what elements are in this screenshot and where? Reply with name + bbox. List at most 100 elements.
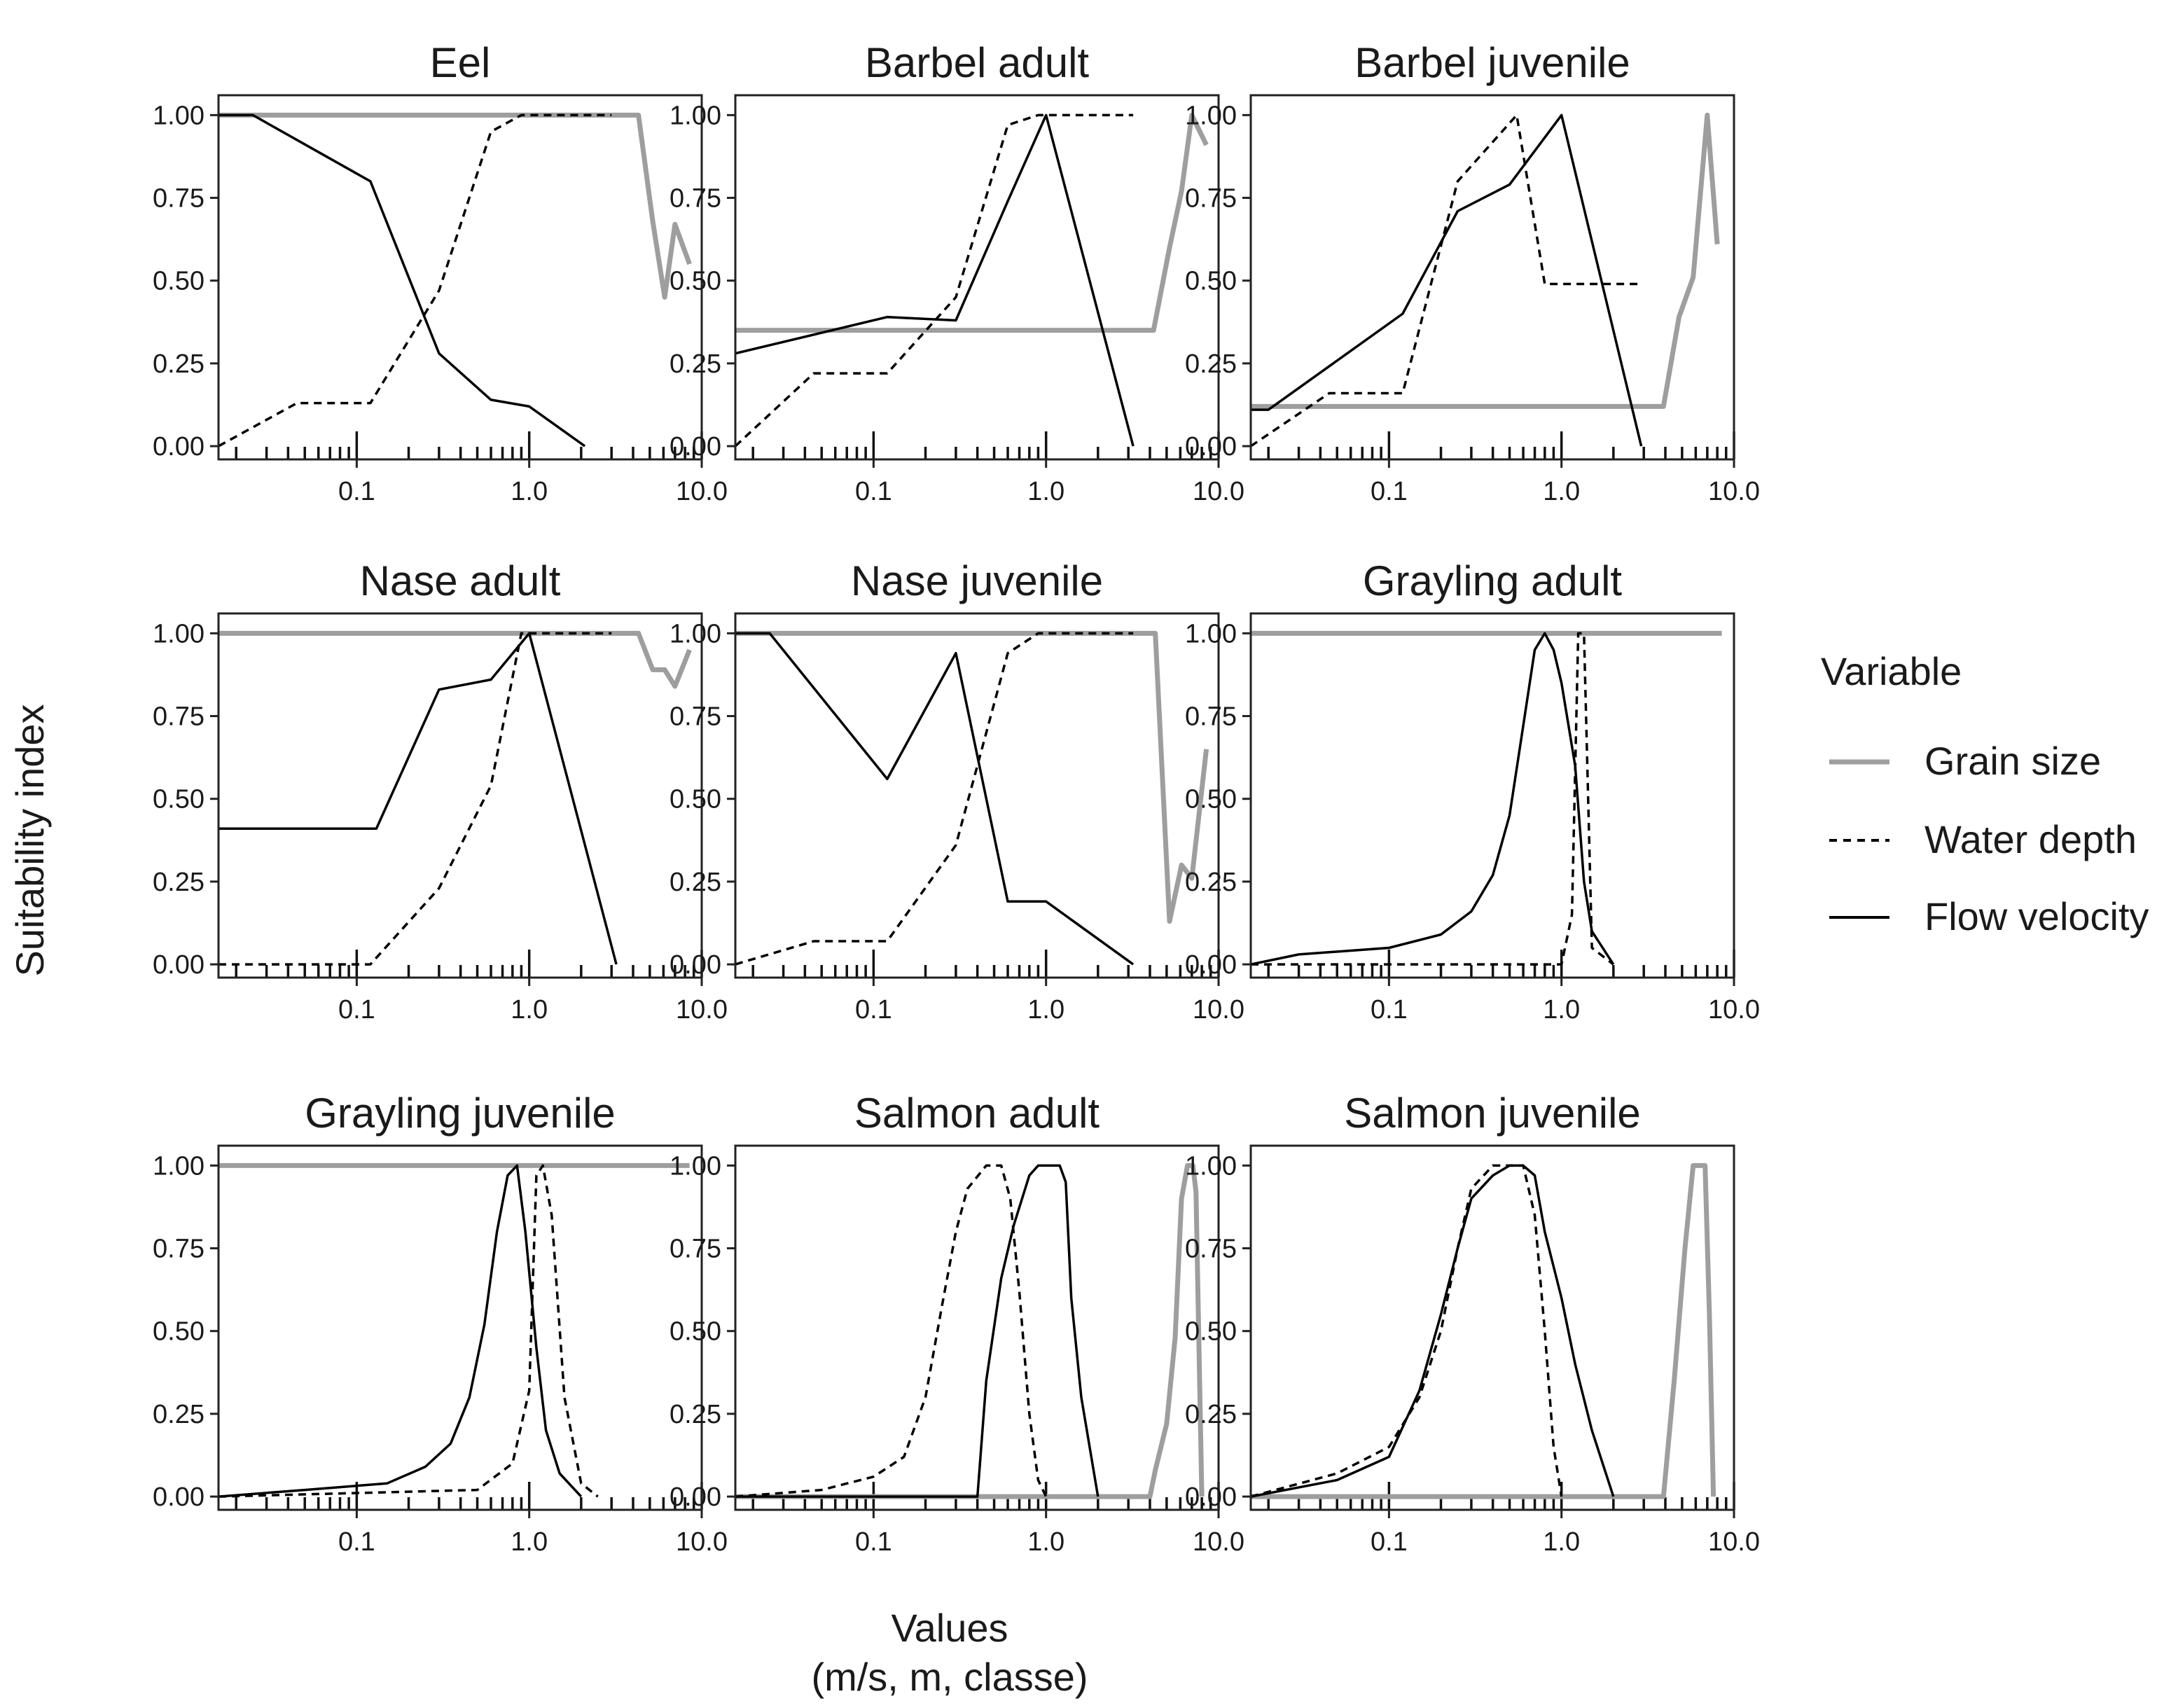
y-tick-label: 0.75 bbox=[153, 1235, 204, 1264]
y-tick-label: 0.75 bbox=[1185, 184, 1237, 214]
y-tick-label: 0.00 bbox=[670, 950, 721, 980]
rug-marks bbox=[1267, 431, 1735, 459]
series-line-velocity bbox=[219, 1164, 583, 1498]
rug-marks bbox=[751, 950, 1220, 978]
y-tick-label: 0.00 bbox=[153, 432, 204, 461]
series-line-depth bbox=[1251, 113, 1639, 447]
legend-label-water-depth: Water depth bbox=[1924, 817, 2137, 861]
y-tick-label: 0.75 bbox=[153, 184, 204, 214]
y-tick-label: 0.00 bbox=[670, 432, 721, 461]
y-tick-label: 0.00 bbox=[153, 950, 204, 980]
panel-title: Barbel juvenile bbox=[1354, 39, 1630, 86]
panel-grayling-adult: Grayling adult 0.00 0.25 0.50 0.75 1.00 0.1 1.0… bbox=[1185, 557, 1760, 1025]
y-tick-label: 0.25 bbox=[670, 1400, 721, 1429]
series-line-depth bbox=[1251, 632, 1614, 966]
y-tick-label: 0.00 bbox=[1185, 432, 1237, 461]
x-tick-label: 0.1 bbox=[855, 477, 892, 506]
panel-frame bbox=[1249, 1144, 1735, 1511]
y-tick-label: 0.75 bbox=[670, 184, 721, 214]
panel-title: Barbel adult bbox=[865, 39, 1090, 86]
y-tick-label: 0.00 bbox=[670, 1483, 721, 1512]
panel-title: Nase adult bbox=[360, 557, 561, 604]
panel-title: Grayling adult bbox=[1363, 557, 1623, 604]
y-tick-label: 0.50 bbox=[1185, 267, 1237, 296]
panel-frame bbox=[1249, 612, 1735, 979]
y-tick-label: 0.25 bbox=[670, 349, 721, 379]
y-tick-label: 0.50 bbox=[153, 1317, 204, 1347]
x-tick-label: 10.0 bbox=[1193, 995, 1244, 1025]
panel-salmon-adult: Salmon adult 0.00 0.25 0.50 0.75 1.00 0.1 1.0 10… bbox=[670, 1090, 1244, 1557]
series-line-grain bbox=[219, 112, 692, 300]
y-tick-label: 1.00 bbox=[670, 619, 721, 648]
series-line-depth bbox=[219, 113, 612, 447]
series-line-velocity bbox=[735, 113, 1135, 447]
y-tick-label: 0.75 bbox=[1185, 1235, 1237, 1264]
x-tick-label: 0.1 bbox=[855, 995, 892, 1025]
y-tick-label: 0.75 bbox=[1185, 702, 1237, 732]
series-line-velocity bbox=[735, 632, 1135, 966]
series-line-grain bbox=[1251, 112, 1720, 409]
x-tick-label: 0.1 bbox=[855, 1527, 892, 1557]
x-tick-label: 10.0 bbox=[1708, 477, 1760, 506]
series-line-depth bbox=[219, 1164, 599, 1498]
series-line-grain bbox=[735, 630, 1209, 924]
x-axis-title-line-2: (m/s, m, classe) bbox=[811, 1655, 1088, 1699]
panel-frame bbox=[734, 612, 1220, 979]
y-tick-label: 0.50 bbox=[670, 1317, 721, 1347]
x-axis-title-line-1: Values bbox=[891, 1606, 1008, 1650]
y-tick-label: 0.75 bbox=[670, 1235, 721, 1264]
y-tick-label: 1.00 bbox=[1185, 1151, 1237, 1181]
panel-frame bbox=[217, 612, 703, 979]
x-tick-label: 10.0 bbox=[1708, 995, 1760, 1025]
series-line-grain bbox=[1251, 1162, 1716, 1499]
x-tick-label: 1.0 bbox=[511, 477, 548, 506]
y-tick-label: 0.25 bbox=[153, 868, 204, 897]
x-tick-label: 1.0 bbox=[1027, 995, 1064, 1025]
x-tick-label: 10.0 bbox=[1193, 1527, 1244, 1557]
panel-frame bbox=[217, 94, 703, 461]
series-line-grain bbox=[735, 1162, 1205, 1499]
legend-entry-flow-velocity: Flow velocity bbox=[1829, 894, 2149, 938]
y-tick-label: 0.75 bbox=[153, 702, 204, 732]
panel-title: Grayling juvenile bbox=[305, 1090, 616, 1137]
series-line-velocity bbox=[219, 632, 618, 965]
x-tick-label: 10.0 bbox=[1708, 1527, 1760, 1557]
x-tick-label: 1.0 bbox=[511, 1527, 548, 1557]
y-tick-label: 0.50 bbox=[670, 267, 721, 296]
y-tick-label: 0.25 bbox=[1185, 1400, 1237, 1429]
series-line-grain bbox=[735, 112, 1209, 333]
legend-label-flow-velocity: Flow velocity bbox=[1924, 894, 2149, 938]
x-tick-label: 10.0 bbox=[1193, 477, 1244, 506]
panel-frame bbox=[734, 1144, 1220, 1511]
y-tick-label: 0.00 bbox=[1185, 1483, 1237, 1512]
series-line-depth bbox=[735, 632, 1134, 966]
rug-marks bbox=[751, 431, 1220, 459]
x-tick-label: 10.0 bbox=[676, 995, 728, 1025]
y-tick-label: 1.00 bbox=[1185, 101, 1237, 130]
legend-entry-water-depth: Water depth bbox=[1829, 817, 2137, 861]
y-tick-label: 0.50 bbox=[153, 267, 204, 296]
legend: Variable Grain size Water depth Flow vel… bbox=[1821, 649, 2149, 938]
y-tick-label: 0.50 bbox=[1185, 1317, 1237, 1347]
legend-label-grain-size: Grain size bbox=[1924, 739, 2101, 783]
y-tick-label: 0.50 bbox=[1185, 785, 1237, 814]
x-tick-label: 0.1 bbox=[338, 1527, 375, 1557]
x-tick-label: 1.0 bbox=[1543, 477, 1580, 506]
series-line-velocity bbox=[219, 113, 586, 447]
y-tick-label: 1.00 bbox=[153, 619, 204, 648]
rug-marks bbox=[1267, 950, 1735, 978]
panel-title: Eel bbox=[430, 39, 491, 86]
series-line-depth bbox=[735, 113, 1134, 447]
panel-salmon-juvenile: Salmon juvenile 0.00 0.25 0.50 0.75 1.00 0.1 1.… bbox=[1185, 1090, 1760, 1557]
series-line-grain bbox=[219, 630, 692, 689]
x-tick-label: 0.1 bbox=[1371, 1527, 1408, 1557]
series-line-depth bbox=[1251, 1164, 1563, 1498]
rug-marks bbox=[235, 1482, 703, 1510]
x-tick-label: 1.0 bbox=[1027, 1527, 1064, 1557]
y-tick-label: 0.00 bbox=[1185, 950, 1237, 980]
y-tick-label: 0.25 bbox=[670, 868, 721, 897]
x-tick-label: 0.1 bbox=[1371, 995, 1408, 1025]
panel-frame bbox=[1249, 94, 1735, 461]
x-tick-label: 1.0 bbox=[511, 995, 548, 1025]
